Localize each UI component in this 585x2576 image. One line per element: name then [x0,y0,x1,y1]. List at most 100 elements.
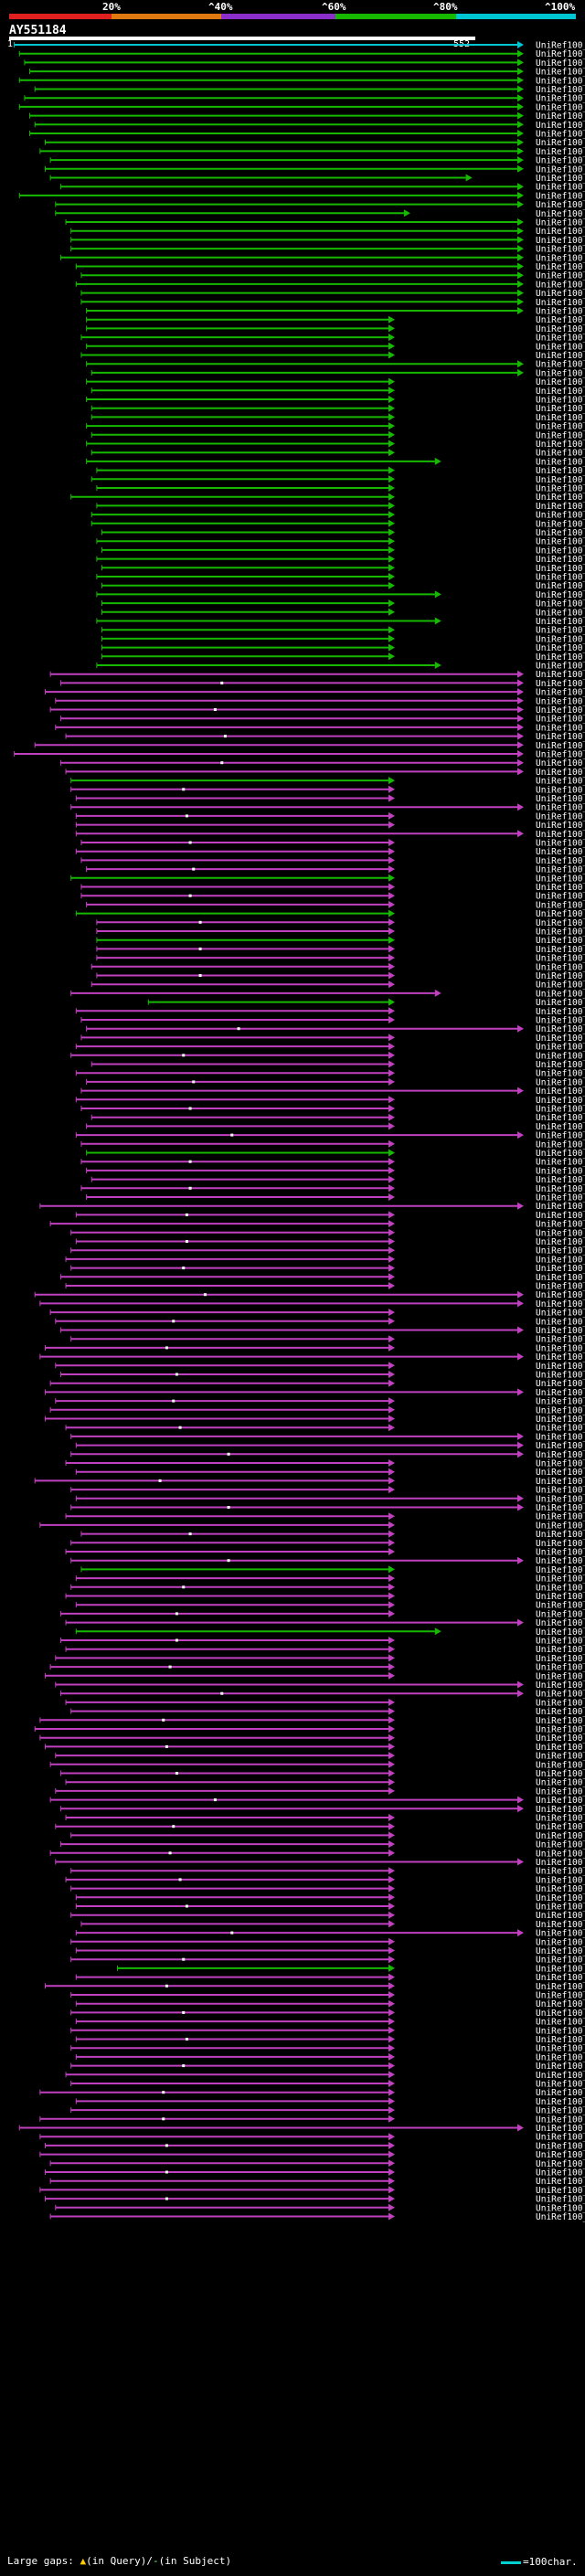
hit-row[interactable]: UniRef100_Q6F8T8 [70,1246,585,1256]
hit-row[interactable]: UniRef100_Q7VKG9 [75,821,585,831]
hit-label[interactable]: UniRef100_Q6FR73 [536,1849,585,1859]
hit-label[interactable]: UniRef100_Q94C59 [536,183,585,193]
hit-row[interactable]: UniRef100_Q5W747 [70,1539,585,1549]
hit-row[interactable]: UniRef100_B7JZ08 [86,324,585,334]
hit-row[interactable]: UniRef100_Q7U4E9 [90,430,585,440]
hit-label[interactable]: UniRef100_Q7V4D7 [536,794,585,804]
hit-row[interactable]: UniRef100_B1SZM6 [55,1822,585,1832]
hit-row[interactable]: UniRef100_B7S878 [70,1707,585,1717]
hit-row[interactable]: UniRef100_A9KZ25 [44,1743,585,1753]
hit-row[interactable]: UniRef100_A7QIM3 [44,164,585,175]
hit-row[interactable]: UniRef100_A4T5W6 [65,1255,585,1265]
hit-row[interactable]: UniRef100_Q3A0B3 [65,2071,585,2081]
hit-row[interactable]: UniRef100_Q5DAP7 [90,404,585,414]
hit-label[interactable]: UniRef100_Q4A1B2 [536,2186,585,2196]
hit-label[interactable]: UniRef100_Q0DT63 [536,262,585,272]
hit-label[interactable]: UniRef100_A5GWN7 [536,1077,585,1087]
hit-row[interactable]: UniRef100_Q9NE36 [75,2052,585,2062]
hit-row[interactable]: UniRef100_B9GD70 [70,989,585,999]
hit-row[interactable]: UniRef100_Q1IIX9 [96,484,585,494]
hit-row[interactable]: UniRef100_B1H2H7 [75,280,585,290]
hit-label[interactable]: UniRef100_Q9LJX0 [536,253,585,263]
hit-row[interactable]: UniRef100_A3LQ40 [80,1920,585,1930]
hit-row[interactable]: UniRef100_Q8KTR9 [101,581,585,591]
hit-row[interactable]: UniRef100_Q2IIX8 [75,1946,585,1956]
hit-row[interactable]: UniRef100_A6Q357 [96,662,585,672]
hit-label[interactable]: UniRef100_Q7U4E9 [536,430,585,440]
hit-label[interactable]: UniRef100_C3BVJ0 [536,1831,585,1841]
hit-row[interactable]: UniRef100_Q1G8E1 [90,962,585,972]
hit-label[interactable]: UniRef100_Q2JKS3 [536,546,585,556]
hit-label[interactable]: UniRef100_UP1000_q [536,1680,585,1691]
hit-row[interactable]: UniRef100_Q3AUL6 [96,936,585,946]
hit-label[interactable]: UniRef100_UP1000_i [536,1388,585,1398]
hit-row[interactable]: UniRef100_Q44PZ0 [101,608,585,618]
hit-row[interactable]: UniRef100_B7AD26 [39,2133,585,2143]
hit-row[interactable]: UniRef100_B4GZ70 [75,2097,585,2107]
hit-row[interactable]: UniRef100_B4WNN0 [90,449,585,459]
hit-row[interactable]: UniRef100_B7KE48 [90,368,585,378]
hit-row[interactable]: UniRef100_Q01VF7 [90,519,585,529]
hit-label[interactable]: UniRef100_Q6UQ68 [536,2062,585,2072]
hit-label[interactable]: UniRef100_A4CIR3 [536,1158,585,1168]
hit-label[interactable]: UniRef100_C1YVS0 [536,1220,585,1230]
hit-label[interactable]: UniRef100_A9SDT2 [536,200,585,210]
hit-label[interactable]: UniRef100_A9U463 [536,227,585,237]
hit-row[interactable]: UniRef100_B1WAY9 [101,643,585,653]
hit-label[interactable]: UniRef100_Q7VKG9 [536,821,585,831]
hit-label[interactable]: UniRef100_B2J8K5 [536,2212,585,2222]
hit-row[interactable]: UniRef100_Q9LMI4 [34,121,585,131]
hit-label[interactable]: UniRef100_A3JHZ2 [536,289,585,299]
hit-row[interactable]: UniRef100_P79078 [65,1548,585,1558]
hit-row[interactable]: UniRef100_Q9PFJ5 [65,1875,585,1885]
hit-row[interactable]: UniRef100_A9Z327 [70,2009,585,2019]
hit-label[interactable]: UniRef100_A7F8X9 [536,1663,585,1673]
hit-label[interactable]: UniRef100_B4WNN0 [536,449,585,459]
hit-row[interactable]: UniRef100_A4TE24 [75,1999,585,2009]
hit-row[interactable]: UniRef100_Q9NB25 [75,1973,585,1983]
hit-row[interactable]: UniRef100_B8MMA9 [55,696,585,706]
hit-row[interactable]: UniRef100_Q2JKS3 [101,546,585,556]
hit-label[interactable]: UniRef100_UP1000_k [536,1441,585,1451]
hit-label[interactable]: UniRef100_C1E764 [536,245,585,255]
hit-label[interactable]: UniRef100_Q3A0B3 [536,2071,585,2081]
hit-row[interactable]: UniRef100_B9Y717 [75,1601,585,1611]
hit-row[interactable]: UniRef100_Q7NCW0 [86,360,585,370]
hit-row[interactable]: UniRef100_B9YU79 [86,440,585,450]
hit-label[interactable]: UniRef100_A4JLJ8 [536,1814,585,1824]
hit-row[interactable]: UniRef100_B7KMV9 [86,307,585,317]
hit-row[interactable]: UniRef100_C7QH13 [39,1521,585,1531]
hit-row[interactable]: UniRef100_Q8DI71 [86,377,585,387]
hit-label[interactable]: UniRef100_A9BDB7 [536,883,585,893]
hit-label[interactable]: UniRef100_B4RIU4 [536,1884,585,1894]
hit-label[interactable]: UniRef100_Q9NB25 [536,1973,585,1983]
hit-label[interactable]: UniRef100_UP1000_n [536,1503,585,1513]
hit-label[interactable]: UniRef100_Q55406 [536,502,585,512]
hit-label[interactable]: UniRef100_Q7NL9L [536,892,585,902]
hit-label[interactable]: UniRef100_A6LUZ6 [536,679,585,689]
hit-row[interactable]: UniRef100_B3G092 [75,1903,585,1913]
hit-label[interactable]: UniRef100_B4RG95 [536,1893,585,1903]
hit-row[interactable]: UniRef100_B3SC14 [34,1477,585,1487]
hit-row[interactable]: UniRef100_Q8S4Q3 [44,138,585,148]
hit-row[interactable]: UniRef100_Q1I5G2 [101,564,585,574]
hit-row[interactable]: UniRef100_Q9A523 [55,1362,585,1372]
hit-row[interactable]: UniRef100_B1F8M7 [59,1769,585,1779]
hit-label[interactable]: UniRef100_Q9LVZ3 [536,130,585,140]
hit-row[interactable]: UniRef100_UP1000_t [59,1805,585,1815]
hit-row[interactable]: UniRef100_B7RBW0 [39,2150,585,2160]
hit-row[interactable]: UniRef100_B4RIU4 [70,1884,585,1894]
hit-label[interactable]: UniRef100_A5GPH8 [536,732,585,742]
hit-row[interactable]: UniRef100_Q7UDV3 [55,1654,585,1664]
hit-label[interactable]: UniRef100_B4VQZ8 [536,315,585,325]
hit-label[interactable]: UniRef100_UP1000_v [536,1929,585,1939]
hit-label[interactable]: UniRef100_Q5WHM4 [536,1424,585,1434]
hit-row[interactable]: UniRef100_C4E371 [70,2044,585,2054]
hit-label[interactable]: UniRef100_C6ZE81 [536,670,585,680]
hit-label[interactable]: UniRef100_C7REP4 [536,1193,585,1203]
hit-label[interactable]: UniRef100_A9GTW6 [536,1725,585,1735]
hit-label[interactable]: UniRef100_A9KZ25 [536,1743,585,1753]
hit-label[interactable]: UniRef100_Q8ZHE3 [536,1459,585,1469]
hit-label[interactable]: UniRef100_Q6US83 [536,2177,585,2187]
hit-row[interactable]: UniRef100_A3V093 [80,1105,585,1115]
